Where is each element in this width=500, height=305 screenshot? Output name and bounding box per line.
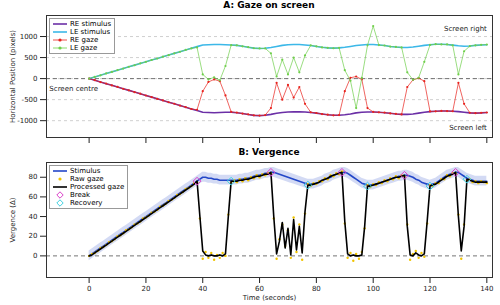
html-text:LE gaze: LE gaze — [70, 44, 98, 52]
html-text:Processed gaze: Processed gaze — [70, 183, 125, 191]
svg-text:Time (seconds): Time (seconds) — [242, 294, 297, 302]
html-text:B: Vergence: B: Vergence — [238, 147, 300, 157]
html-text:Raw gaze: Raw gaze — [70, 175, 104, 183]
svg-text:0: 0 — [33, 252, 37, 260]
svg-text:Screen left: Screen left — [449, 124, 487, 132]
svg-text:Screen centre: Screen centre — [49, 85, 98, 93]
svg-text:1000: 1000 — [20, 33, 38, 41]
svg-text:140: 140 — [480, 285, 493, 293]
html-text:RE stimulus: RE stimulus — [70, 20, 112, 28]
svg-text:80: 80 — [29, 173, 38, 181]
svg-text:0: 0 — [33, 75, 37, 83]
svg-text:60: 60 — [29, 193, 38, 201]
svg-text:-1000: -1000 — [17, 117, 37, 125]
svg-text:60: 60 — [255, 285, 264, 293]
svg-text:20: 20 — [141, 285, 150, 293]
html-text:LE stimulus: LE stimulus — [70, 28, 111, 36]
svg-text:500: 500 — [24, 54, 37, 62]
html-text:Stimulus: Stimulus — [70, 167, 101, 175]
html-text:RE gaze: RE gaze — [70, 36, 99, 44]
svg-text:Vergence (Δ): Vergence (Δ) — [9, 197, 17, 242]
svg-text:100: 100 — [367, 285, 380, 293]
html-text:A: Gaze on screen: A: Gaze on screen — [223, 0, 315, 10]
html-text:Break: Break — [70, 191, 91, 199]
svg-text:120: 120 — [423, 285, 436, 293]
svg-text:40: 40 — [29, 213, 38, 221]
svg-text:20: 20 — [29, 232, 38, 240]
svg-text:Horizontal Position (pixels): Horizontal Position (pixels) — [9, 30, 17, 123]
svg-text:80: 80 — [312, 285, 321, 293]
svg-text:0: 0 — [87, 285, 91, 293]
svg-text:40: 40 — [198, 285, 207, 293]
svg-text:Screen right: Screen right — [444, 25, 487, 33]
html-text:Recovery: Recovery — [70, 199, 103, 207]
svg-text:-500: -500 — [22, 96, 38, 104]
